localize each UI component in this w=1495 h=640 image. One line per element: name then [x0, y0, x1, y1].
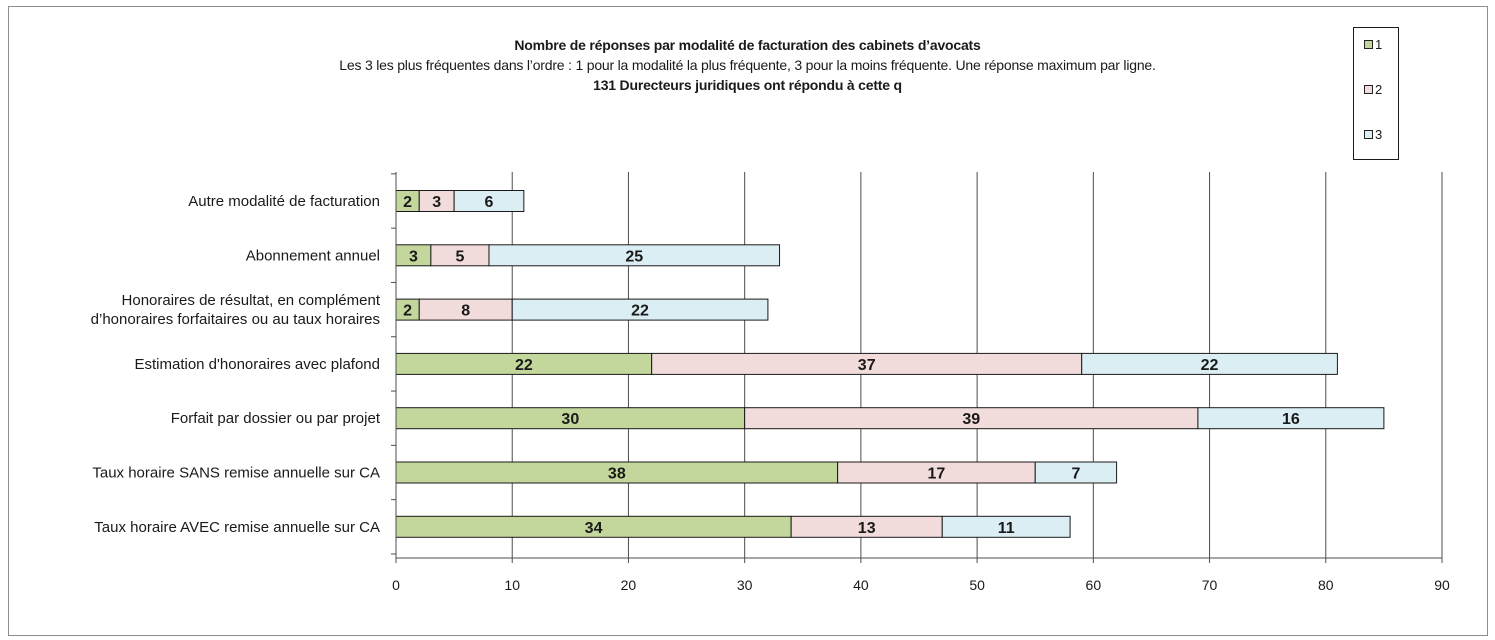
x-tick-label-80: 80	[1318, 577, 1334, 593]
data-label-series-2-row-3: 8	[461, 303, 470, 320]
legend-item-2: 2	[1364, 81, 1382, 97]
bar-series-3-row-4	[1081, 352, 1338, 375]
data-label-series-3-row-6: 7	[1071, 466, 1080, 483]
data-label-series-1-row-5: 30	[561, 411, 579, 428]
legend-label-3: 3	[1375, 126, 1383, 142]
data-label-series-2-row-5: 39	[962, 411, 980, 428]
x-tick-label-10: 10	[504, 577, 520, 593]
data-label-series-3-row-5: 16	[1282, 411, 1300, 428]
x-tick-label-60: 60	[1086, 577, 1102, 593]
chart-subtitle: Les 3 les plus fréquentes dans l’ordre :…	[339, 57, 1156, 73]
data-label-series-3-row-2: 25	[625, 248, 643, 265]
legend: 1 2 3	[1353, 27, 1399, 160]
legend-item-1: 1	[1364, 36, 1382, 52]
data-label-series-2-row-6: 17	[928, 466, 946, 483]
category-label-row-5: Forfait par dossier ou par projet	[171, 410, 381, 427]
chart-title: Nombre de réponses par modalité de factu…	[514, 37, 981, 53]
category-label-row-2: Abonnement annuel	[246, 247, 380, 264]
legend-label-1: 1	[1375, 36, 1383, 52]
legend-item-3: 3	[1364, 126, 1382, 142]
legend-label-2: 2	[1375, 81, 1383, 97]
data-label-series-3-row-1: 6	[485, 194, 494, 211]
x-tick-label-70: 70	[1202, 577, 1218, 593]
category-label-row-1: Autre modalité de facturation	[188, 193, 380, 210]
category-label-row-3-line-1: Honoraires de résultat, en complément	[122, 292, 381, 309]
bar-series-3-row-5	[1197, 407, 1385, 430]
data-label-series-2-row-4: 37	[858, 357, 876, 374]
data-label-series-3-row-7: 11	[998, 520, 1015, 537]
category-label-row-4: Estimation d'honoraires avec plafond	[134, 356, 380, 373]
legend-swatch-3	[1364, 129, 1373, 139]
data-label-series-1-row-2: 3	[409, 248, 418, 265]
data-label-series-1-row-7: 34	[585, 520, 603, 537]
data-label-series-1-row-3: 2	[403, 303, 412, 320]
x-tick-label-40: 40	[853, 577, 869, 593]
legend-swatch-1	[1364, 39, 1373, 49]
bar-series-3-row-3	[511, 298, 769, 321]
bar-series-3-row-2	[488, 244, 781, 267]
category-label-row-7: Taux horaire AVEC remise annuelle sur CA	[94, 519, 380, 536]
legend-swatch-2	[1364, 84, 1373, 94]
data-label-series-2-row-2: 5	[455, 248, 464, 265]
bar-series-3-row-6	[1034, 461, 1118, 484]
bar-series-3-row-1	[453, 190, 525, 212]
chart-subtitle-respondents: 131 Durecteurs juridiques ont répondu à …	[593, 77, 902, 93]
bar-series-3-row-7	[941, 515, 1071, 538]
category-label-row-3-line-2: d’honoraires forfaitaires ou au taux hor…	[91, 311, 380, 328]
x-tick-label-50: 50	[969, 577, 985, 593]
data-label-series-3-row-4: 22	[1201, 357, 1219, 374]
data-label-series-1-row-4: 22	[515, 357, 533, 374]
data-label-series-1-row-6: 38	[608, 466, 626, 483]
category-label-row-6: Taux horaire SANS remise annuelle sur CA	[92, 465, 380, 482]
x-tick-label-30: 30	[737, 577, 753, 593]
data-label-series-2-row-1: 3	[432, 194, 441, 211]
data-label-series-1-row-1: 2	[403, 194, 412, 211]
x-tick-label-0: 0	[392, 577, 400, 593]
data-label-series-3-row-3: 22	[631, 303, 649, 320]
data-label-series-2-row-7: 13	[858, 520, 876, 537]
x-tick-label-90: 90	[1434, 577, 1450, 593]
x-tick-label-20: 20	[621, 577, 637, 593]
